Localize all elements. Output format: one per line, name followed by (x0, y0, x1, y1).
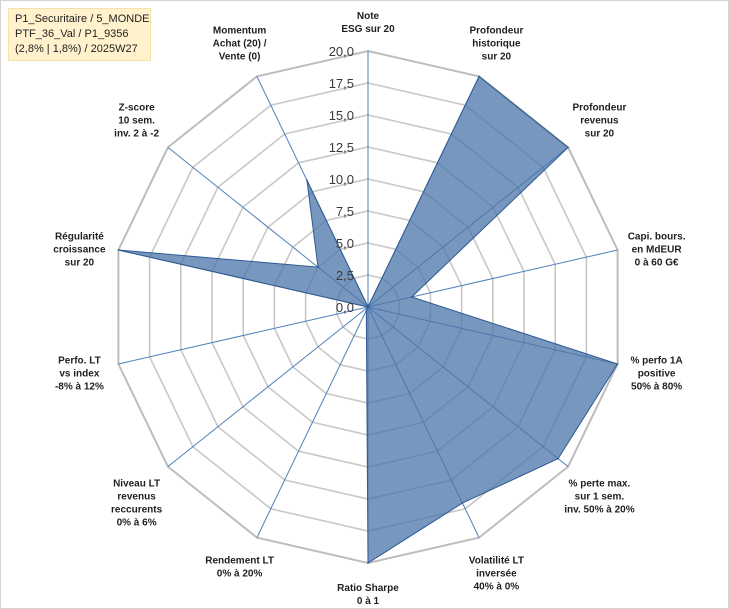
category-label: Capi. bours. en MdEUR 0 à 60 G€ (628, 232, 686, 269)
category-label: Z-score 10 sem. inv. 2 à -2 (114, 103, 159, 140)
category-label-line: reccurents (111, 504, 163, 515)
axis-spoke (167, 306, 369, 467)
category-label-line: Note (357, 11, 380, 22)
category-label-line: Achat (20) / (213, 39, 267, 50)
category-label-line: Profondeur (572, 103, 626, 114)
category-label-line: Rendement LT (205, 556, 274, 567)
tick-label: 10,0 (329, 172, 354, 187)
category-label-line: 0% à 20% (217, 569, 263, 580)
category-label-line: sur 20 (585, 129, 615, 140)
category-label-line: en MdEUR (632, 245, 683, 256)
series-area (118, 75, 619, 564)
data-point (367, 562, 369, 564)
data-point (557, 457, 559, 460)
data-point (367, 306, 369, 308)
tick-label: 12,5 (329, 140, 354, 155)
data-point (461, 502, 464, 504)
category-label: Niveau LT revenus reccurents 0% à 6% (111, 478, 163, 528)
category-label: Perfo. LT vs index -8% à 12% (55, 355, 104, 392)
category-label-line: Ratio Sharpe (337, 583, 399, 594)
category-label: Volatilité LT inversée 40% à 0% (469, 556, 524, 593)
category-label-line: 0 à 1 (357, 596, 380, 607)
category-label-line: sur 1 sem. (575, 491, 625, 502)
category-label-line: inv. 50% à 20% (564, 504, 635, 515)
tick-label: 5,0 (336, 236, 354, 251)
category-label-line: % perfo 1A (630, 355, 682, 366)
radar-series (117, 75, 619, 564)
tick-label: 17,5 (329, 76, 354, 91)
category-label: Régularité croissance sur 20 (53, 232, 106, 269)
portfolio-info-box: P1_Securitaire / 5_MONDE PTF_36_Val / P1… (8, 8, 151, 61)
category-label-line: positive (638, 368, 676, 379)
data-point (616, 363, 619, 365)
data-point (567, 146, 569, 149)
data-point (317, 266, 319, 268)
tick-label: 20,0 (329, 44, 354, 59)
tick-label: 0,0 (336, 300, 354, 315)
category-label-line: revenus (117, 491, 156, 502)
axis-spoke (256, 306, 369, 538)
data-point (478, 75, 480, 78)
info-line-perf: (2,8% | 1,8%) / 2025W27 (15, 43, 138, 55)
category-label-line: Perfo. LT (58, 355, 101, 366)
category-label-line: 0 à 60 G€ (635, 258, 679, 269)
info-line-portfolio: P1_Securitaire / 5_MONDE (15, 13, 150, 25)
data-point (410, 296, 413, 298)
category-label-line: Momentum (213, 26, 266, 37)
radar-category-labels: Note ESG sur 20 Profondeur historique sur 20… (53, 11, 685, 607)
category-label-line: vs index (59, 368, 99, 379)
category-label: Rendement LT 0% à 20% (205, 556, 274, 580)
data-point (365, 309, 368, 312)
category-label: Profondeur revenus sur 20 (572, 103, 626, 140)
category-label-line: 10 sem. (118, 116, 155, 127)
category-label: % perte max. sur 1 sem. inv. 50% à 20% (564, 478, 635, 515)
data-point (306, 179, 308, 181)
category-label-line: % perte max. (569, 478, 631, 489)
category-label: Momentum Achat (20) / Vente (0) (213, 26, 267, 63)
data-point (117, 249, 120, 251)
category-label-line: historique (472, 39, 521, 50)
category-label-line: -8% à 12% (55, 381, 104, 392)
category-label-line: sur 20 (65, 258, 95, 269)
category-label-line: sur 20 (482, 52, 512, 63)
category-label-line: croissance (53, 245, 106, 256)
category-label-line: 50% à 80% (631, 381, 682, 392)
category-label: Profondeur historique sur 20 (469, 26, 523, 63)
category-label: Note ESG sur 20 (341, 11, 395, 35)
info-line-ptf: PTF_36_Val / P1_9356 (15, 28, 129, 40)
radar-tick-labels: 0,0 2,5 5,0 7,5 10,0 12,5 15,0 17,5 20,0 (329, 44, 354, 315)
category-label-line: inversée (476, 569, 517, 580)
category-label: Ratio Sharpe 0 à 1 (337, 583, 399, 607)
category-label-line: Z-score (119, 103, 156, 114)
category-label-line: inv. 2 à -2 (114, 129, 159, 140)
category-label-line: Vente (0) (219, 52, 261, 63)
tick-label: 7,5 (336, 204, 354, 219)
tick-label: 2,5 (336, 268, 354, 283)
category-label-line: Volatilité LT (469, 556, 524, 567)
category-label-line: 40% à 0% (474, 582, 520, 593)
category-label-line: Capi. bours. (628, 232, 686, 243)
category-label-line: Régularité (55, 232, 104, 243)
category-label-line: revenus (580, 116, 619, 127)
category-label-line: 0% à 6% (117, 517, 157, 528)
category-label: % perfo 1A positive 50% à 80% (630, 355, 682, 392)
category-label-line: Niveau LT (113, 478, 160, 489)
tick-label: 15,0 (329, 108, 354, 123)
category-label-line: ESG sur 20 (341, 24, 395, 35)
category-label-line: Profondeur (469, 26, 523, 37)
axis-spoke (118, 306, 369, 365)
